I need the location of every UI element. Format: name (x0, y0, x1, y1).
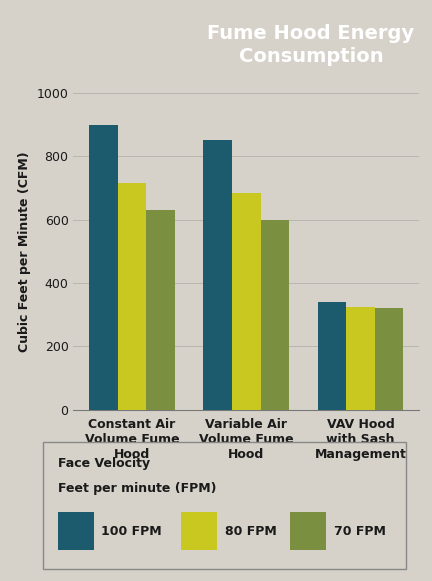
Bar (181, 512, 217, 550)
Bar (89, 124, 118, 410)
Bar (346, 307, 375, 410)
Bar (203, 141, 232, 410)
Bar (260, 220, 289, 410)
Bar (318, 302, 346, 410)
Text: 70 FPM: 70 FPM (334, 525, 385, 537)
Text: Fume Hood Energy
Consumption: Fume Hood Energy Consumption (207, 24, 415, 66)
Bar (146, 210, 175, 410)
Y-axis label: Cubic Feet per Minute (CFM): Cubic Feet per Minute (CFM) (18, 151, 31, 352)
Bar (58, 512, 94, 550)
Bar (290, 512, 326, 550)
Text: Face Velocity: Face Velocity (58, 457, 150, 470)
Text: Feet per minute (FPM): Feet per minute (FPM) (58, 482, 216, 496)
Text: 80 FPM: 80 FPM (225, 525, 276, 537)
Bar (118, 183, 146, 410)
Bar (375, 309, 403, 410)
Bar (232, 193, 260, 410)
Text: 100 FPM: 100 FPM (101, 525, 162, 537)
